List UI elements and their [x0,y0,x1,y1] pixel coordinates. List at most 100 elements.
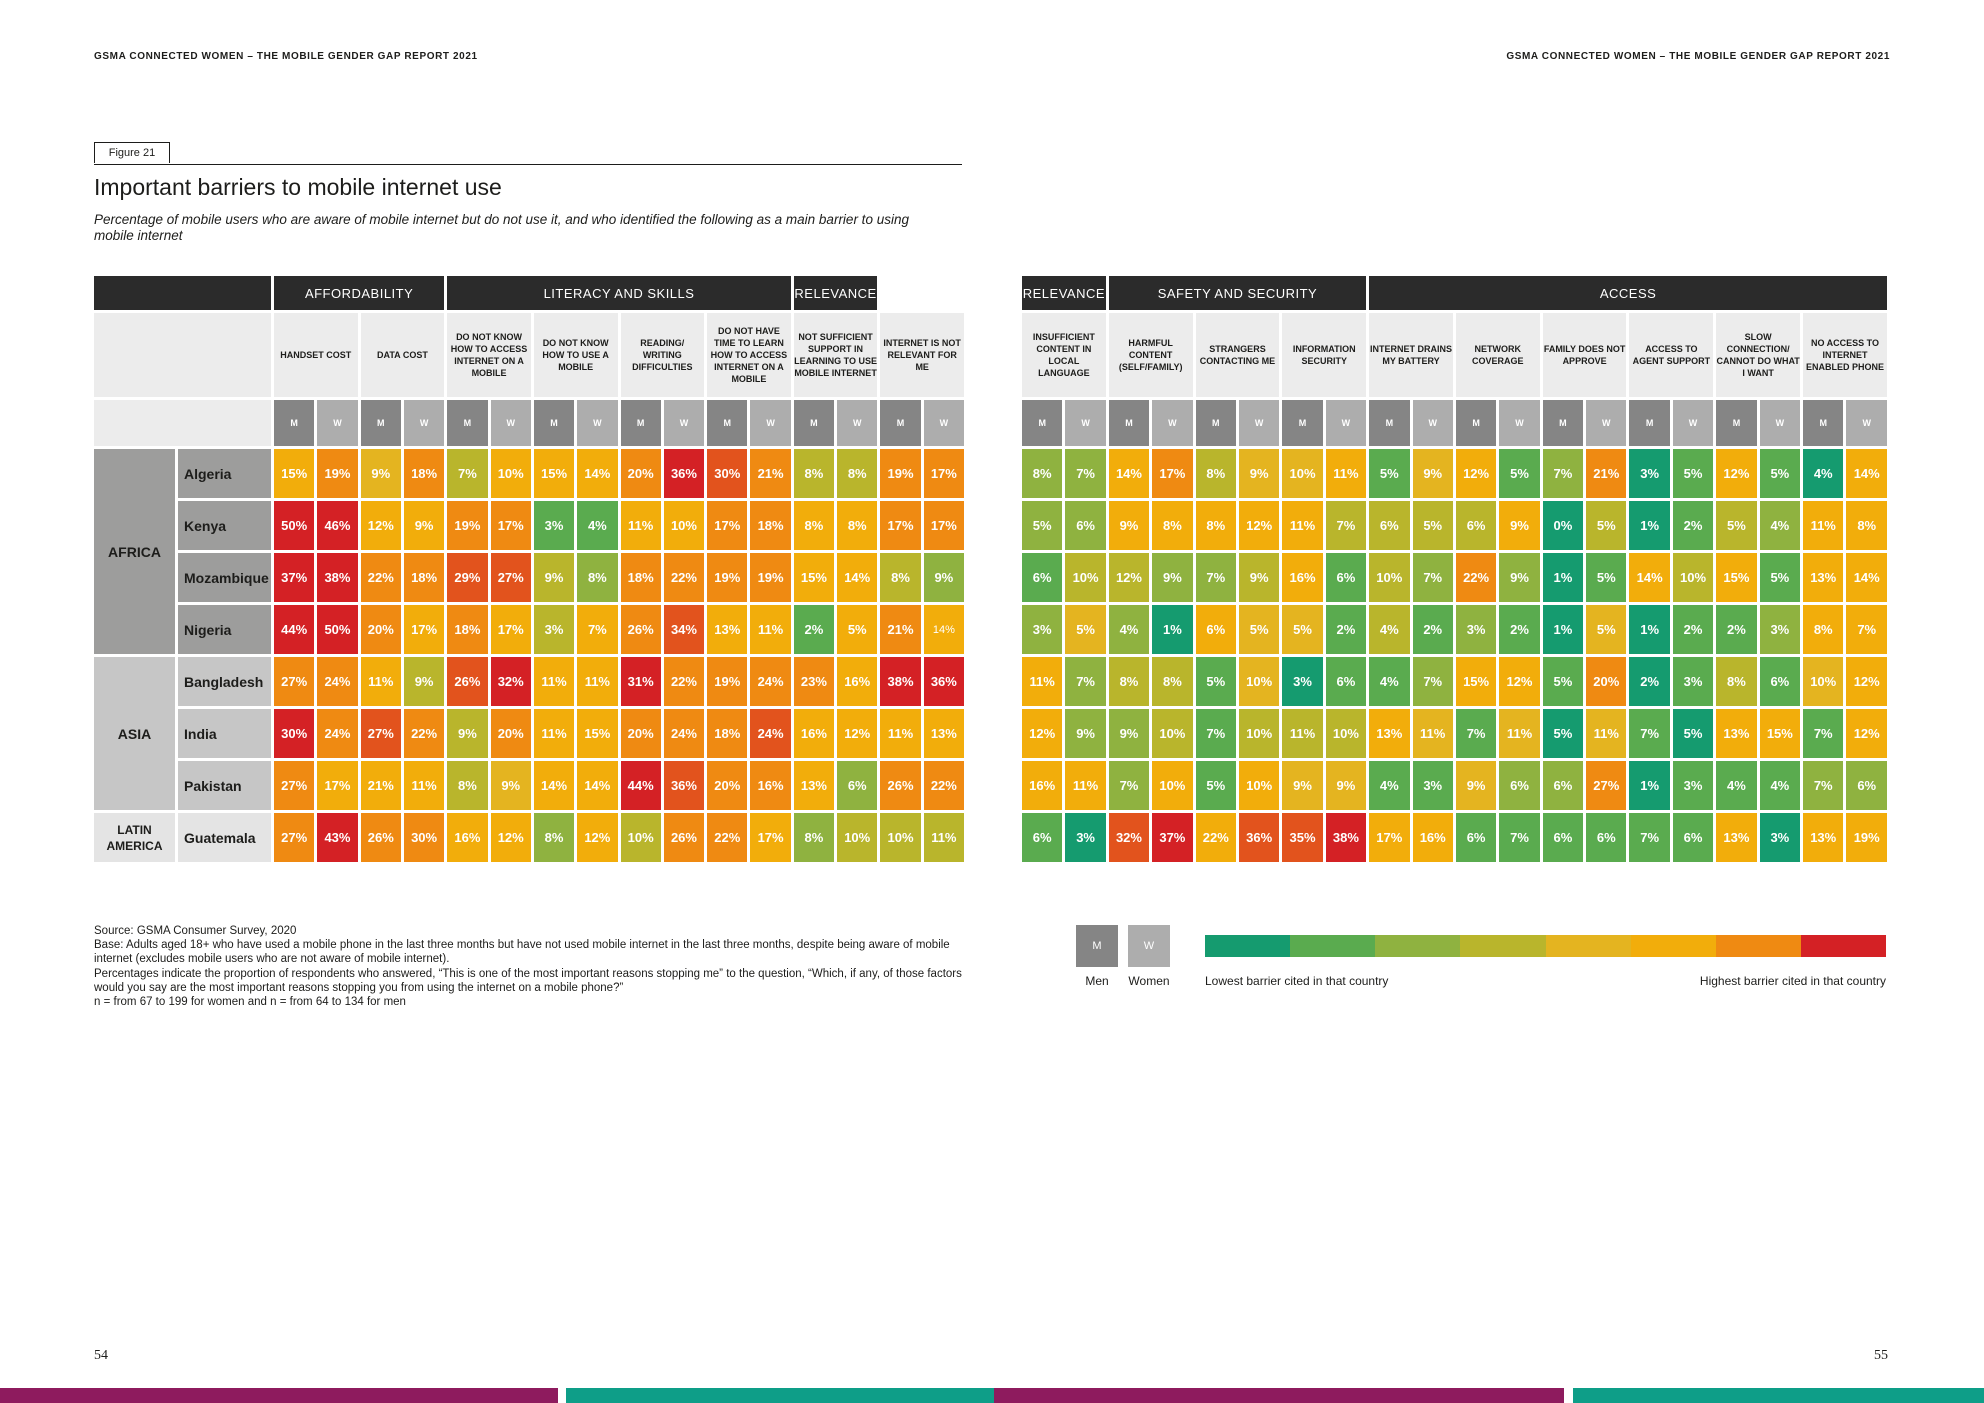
cell-women: 24% [317,709,358,758]
men-label: M [1455,400,1497,446]
cell-women: 3% [1759,605,1801,654]
column-header: INTERNET DRAINS MY BATTERY [1369,313,1453,397]
cell-men: 8% [533,813,575,862]
cell-women: 5% [1672,709,1714,758]
cell-women: 4% [1759,501,1801,550]
cell-men: 8% [1803,605,1844,654]
country-label: Bangladesh [178,657,271,706]
cell-men: 5% [1542,709,1584,758]
cell-women: 12% [577,813,618,862]
men-label: M [1803,400,1844,446]
men-label: M [447,400,488,446]
cell-women: 11% [1499,709,1540,758]
cell-men: 7% [1803,761,1844,810]
cell-women: 10% [1065,553,1106,602]
cell-men: 6% [1542,813,1584,862]
women-label: W [403,400,445,446]
cell-women: 9% [490,761,531,810]
table-row: Kenya 50% 46% 12% 9% 19% 17% 3% 4% 11% 10% 17% 18% 8%… [94,501,964,550]
women-label: W [837,400,878,446]
cell-women: 19% [1846,813,1887,862]
women-label: W [1325,400,1367,446]
cell-women: 2% [1325,605,1367,654]
cell-men: 31% [620,657,661,706]
group-header-relevance: RELEVANCE [793,276,878,310]
cell-women: 19% [317,449,358,498]
cell-men: 1% [1542,553,1584,602]
scale-step-6 [1630,935,1716,957]
cell-men: 4% [1369,761,1410,810]
cell-women: 27% [1586,761,1627,810]
cell-men: 11% [360,657,401,706]
cell-men: 22% [707,813,748,862]
cell-men: 11% [1022,657,1063,706]
cell-men: 8% [793,501,835,550]
running-head-right: GSMA CONNECTED WOMEN – THE MOBILE GENDER… [1506,51,1890,62]
column-header: FAMILY DOES NOT APPROVE [1542,313,1627,397]
scale-step-1 [1205,935,1291,957]
cell-men: 13% [1803,553,1844,602]
cell-women: 26% [663,813,705,862]
footer-bar-teal-2 [1573,1388,1984,1403]
cell-men: 12% [1716,449,1757,498]
column-header: NO ACCESS TO INTERNET ENABLED PHONE [1803,313,1887,397]
cell-women: 12% [837,709,878,758]
cell-men: 6% [1195,605,1236,654]
cell-women: 18% [403,553,445,602]
note-base: Base: Adults aged 18+ who have used a mo… [94,939,950,966]
cell-women: 14% [1846,449,1887,498]
cell-women: 38% [317,553,358,602]
cell-women: 24% [750,709,791,758]
cell-men: 14% [533,761,575,810]
cell-women: 36% [663,449,705,498]
cell-women: 8% [1846,501,1887,550]
group-header-literacy-and-skills: LITERACY AND SKILLS [447,276,791,310]
cell-men: 11% [533,709,575,758]
women-label: W [663,400,705,446]
cell-men: 22% [1195,813,1236,862]
cell-women: 16% [837,657,878,706]
cell-women: 11% [1412,709,1453,758]
footer-bar-teal-1 [566,1388,994,1403]
header-corner [94,276,271,310]
cell-men: 4% [1108,605,1150,654]
cell-men: 20% [620,709,661,758]
cell-women: 6% [1499,761,1540,810]
men-label: M [1195,400,1236,446]
cell-men: 27% [274,813,315,862]
cell-women: 9% [403,657,445,706]
cell-women: 19% [750,553,791,602]
men-label: M [1022,400,1063,446]
column-header: DO NOT KNOW HOW TO USE A MOBILE [533,313,618,397]
cell-men: 8% [880,553,921,602]
table-row: 5% 6% 9% 8% 8% 12% 11% 7% 6% 5% 6% 9% 0% 5% 1% 2% 5% 4% 11… [1022,501,1887,550]
cell-men: 13% [1716,813,1757,862]
scale-step-5 [1545,935,1631,957]
cell-men: 8% [1108,657,1150,706]
column-header: ACCESS TO AGENT SUPPORT [1629,313,1714,397]
cell-men: 27% [274,657,315,706]
cell-women: 16% [1412,813,1453,862]
cell-men: 26% [880,761,921,810]
women-label: W [1586,400,1627,446]
country-label: Nigeria [178,605,271,654]
cell-women: 10% [1238,709,1280,758]
women-label: W [923,400,964,446]
cell-women: 17% [1152,449,1193,498]
cell-women: 7% [1499,813,1540,862]
cell-men: 8% [447,761,488,810]
cell-women: 27% [490,553,531,602]
cell-women: 17% [490,605,531,654]
women-label: W [1238,400,1280,446]
cell-men: 30% [274,709,315,758]
cell-women: 11% [1325,449,1367,498]
cell-men: 15% [1716,553,1757,602]
legend-women-label: Women [1128,974,1170,988]
cell-men: 7% [1803,709,1844,758]
cell-men: 7% [1108,761,1150,810]
cell-women: 12% [1499,657,1540,706]
legend-men-label: Men [1085,974,1109,988]
cell-women: 12% [490,813,531,862]
cell-women: 17% [317,761,358,810]
cell-women: 5% [1238,605,1280,654]
